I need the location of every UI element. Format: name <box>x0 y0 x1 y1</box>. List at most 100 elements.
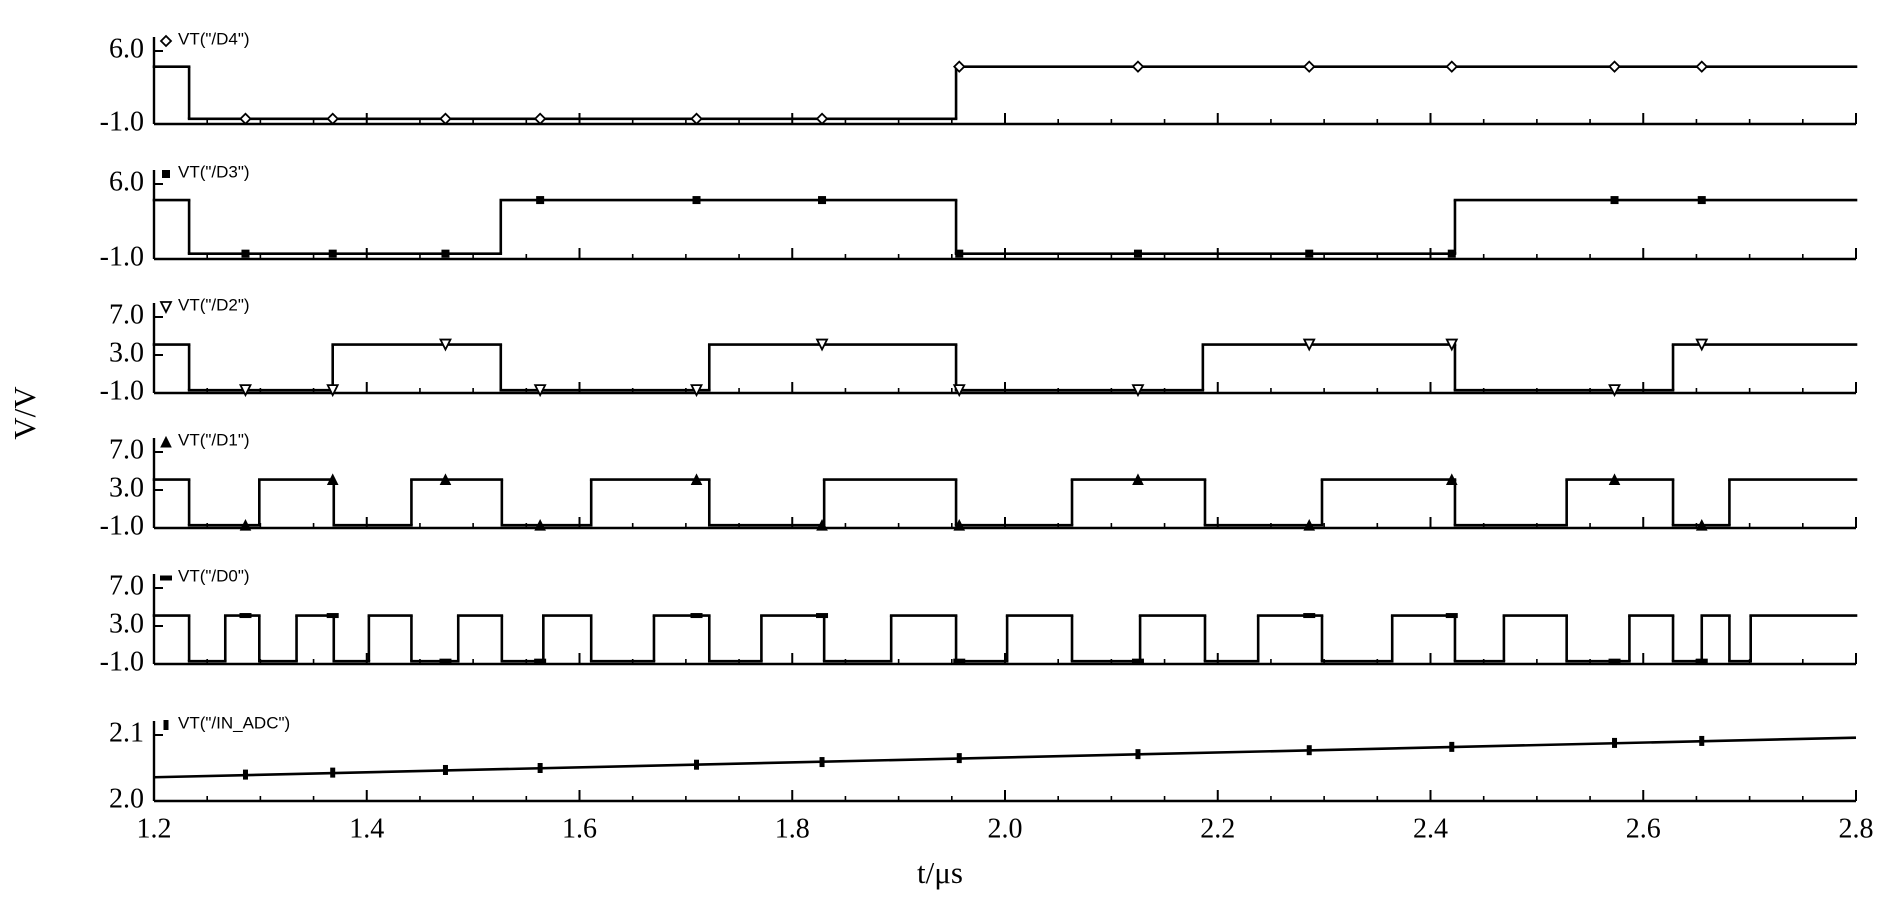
marker <box>818 196 827 205</box>
marker <box>1135 749 1141 760</box>
marker <box>1695 338 1709 352</box>
marker <box>694 759 700 770</box>
marker <box>160 435 172 448</box>
marker <box>690 613 703 619</box>
marker <box>1608 384 1621 398</box>
marker <box>1303 613 1316 619</box>
marker <box>326 473 339 486</box>
marker <box>439 338 452 352</box>
marker <box>442 764 448 775</box>
x-tick-label: 1.6 <box>562 813 597 844</box>
x-tick-label: 2.4 <box>1413 813 1448 844</box>
marker <box>1610 196 1619 205</box>
y-tick-label: 7.0 <box>109 299 144 330</box>
y-tick-label: 7.0 <box>109 434 144 465</box>
legend-label: VT("/D1") <box>178 430 250 449</box>
y-tick-label: 2.1 <box>109 717 144 748</box>
marker <box>952 384 966 398</box>
marker <box>1445 60 1459 73</box>
marker <box>1695 658 1708 664</box>
marker <box>1449 741 1455 752</box>
marker <box>242 769 248 780</box>
y-tick-label: 6.0 <box>109 33 144 64</box>
marker <box>159 34 173 48</box>
marker <box>326 613 339 619</box>
y-tick-label: 3.0 <box>109 608 144 639</box>
marker <box>1131 60 1145 73</box>
x-axis-label: t/μs <box>917 855 963 890</box>
marker <box>162 170 170 178</box>
marker <box>952 60 966 73</box>
marker <box>534 658 547 664</box>
y-tick-label: 3.0 <box>109 337 144 368</box>
marker <box>1445 613 1458 619</box>
x-tick-label: 2.2 <box>1200 813 1235 844</box>
marker <box>1612 737 1618 748</box>
marker <box>1133 249 1142 258</box>
y-tick-label: 2.0 <box>109 783 144 814</box>
x-tick-label: 1.8 <box>775 813 810 844</box>
marker <box>816 613 829 619</box>
marker <box>536 196 545 205</box>
marker <box>239 112 252 126</box>
marker <box>441 249 450 258</box>
marker <box>160 575 172 581</box>
y-tick-label: -1.0 <box>100 510 144 541</box>
marker <box>439 112 452 126</box>
marker <box>1302 60 1316 73</box>
x-tick-label: 2.8 <box>1839 813 1874 844</box>
marker <box>690 112 703 126</box>
marker <box>955 249 964 258</box>
marker <box>1302 338 1316 352</box>
marker <box>1303 519 1316 531</box>
marker <box>1131 658 1144 664</box>
marker <box>953 658 966 664</box>
marker <box>1608 60 1621 73</box>
x-tick-label: 1.4 <box>349 813 384 844</box>
marker <box>1445 473 1458 486</box>
marker <box>1305 249 1314 258</box>
marker <box>159 301 173 315</box>
marker <box>330 767 336 778</box>
line <box>153 736 1857 779</box>
marker <box>1699 735 1705 746</box>
y-tick-label: -1.0 <box>100 241 144 272</box>
marker <box>328 249 337 258</box>
marker <box>326 384 340 398</box>
marker <box>533 384 547 398</box>
legend-label: VT("/IN_ADC") <box>178 713 290 732</box>
x-tick-label: 1.2 <box>137 813 172 844</box>
marker <box>1697 196 1706 205</box>
marker <box>819 757 825 768</box>
marker <box>690 473 703 486</box>
y-tick-label: -1.0 <box>100 646 144 677</box>
marker <box>239 613 252 619</box>
y-tick-label: 6.0 <box>109 166 144 197</box>
marker <box>241 249 250 258</box>
x-tick-label: 2.0 <box>988 813 1023 844</box>
marker <box>163 720 169 730</box>
marker <box>1132 473 1144 486</box>
marker <box>1131 384 1145 398</box>
marker <box>1447 249 1456 258</box>
marker <box>816 519 828 531</box>
marker <box>1608 473 1621 486</box>
marker <box>439 658 452 664</box>
marker <box>239 384 252 398</box>
y-tick-label: -1.0 <box>100 106 144 137</box>
legend-label: VT("/D0") <box>178 566 250 585</box>
marker <box>1695 519 1708 531</box>
marker <box>534 519 546 531</box>
y-tick-label: -1.0 <box>100 375 144 406</box>
y-axis-label: V/V <box>7 386 42 440</box>
marker <box>815 112 829 126</box>
legend-label: VT("/D3") <box>178 162 250 181</box>
marker <box>953 519 966 531</box>
marker <box>1445 338 1459 352</box>
marker <box>956 753 962 764</box>
marker <box>326 112 339 126</box>
marker <box>1608 658 1621 664</box>
marker <box>1695 60 1709 73</box>
marker <box>537 763 543 773</box>
